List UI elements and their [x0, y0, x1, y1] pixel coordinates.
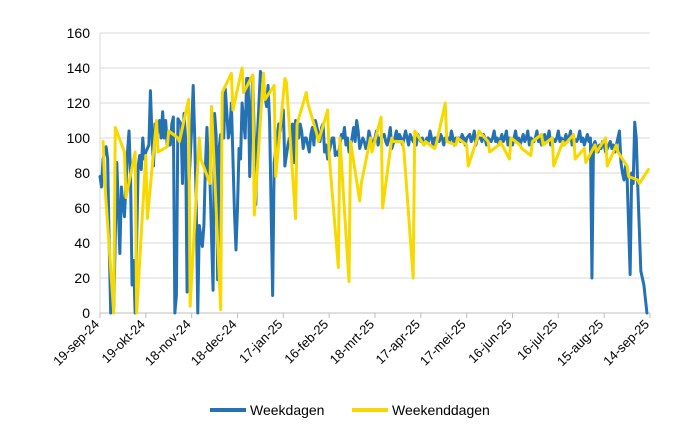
y-tick-label: 0 [82, 305, 90, 321]
y-tick-label: 20 [74, 270, 90, 286]
legend: Weekdagen Weekenddagen [210, 402, 490, 418]
y-axis-ticks: 0 20 40 60 80 100 120 140 160 [67, 25, 91, 321]
y-tick-label: 40 [74, 235, 90, 251]
series-line-weekenddagen [101, 66, 650, 315]
x-tick-label: 19-okt-24 [99, 317, 148, 366]
x-tick-label: 17-apr-25 [372, 317, 422, 367]
x-tick-label: 18-mrt-25 [327, 317, 377, 367]
x-tick-label: 14-sep-25 [600, 317, 652, 369]
y-tick-label: 80 [74, 165, 90, 181]
legend-label: Weekenddagen [392, 402, 490, 418]
x-tick-label: 16-jun-25 [465, 317, 514, 366]
y-tick-label: 120 [67, 95, 91, 111]
y-tick-label: 60 [74, 200, 90, 216]
y-tick-label: 100 [67, 130, 91, 146]
x-axis-ticks: 19-sep-2419-okt-2418-nov-2418-dec-2417-j… [50, 313, 652, 369]
x-tick-label: 17-jan-25 [236, 317, 285, 366]
x-tick-label: 16-jul-25 [514, 317, 560, 363]
legend-label: Weekdagen [250, 402, 324, 418]
y-tick-label: 160 [67, 25, 91, 41]
y-tick-label: 140 [67, 60, 91, 76]
x-tick-label: 18-nov-24 [142, 317, 194, 369]
x-tick-label: 16-feb-25 [281, 317, 331, 367]
x-tick-label: 19-sep-24 [50, 317, 102, 369]
series-line-weekdagen [98, 70, 649, 315]
x-tick-label: 17-mei-25 [417, 317, 469, 369]
series-lines [98, 66, 650, 315]
x-tick-label: 15-aug-25 [554, 317, 607, 370]
x-tick-label: 18-dec-24 [188, 317, 240, 369]
